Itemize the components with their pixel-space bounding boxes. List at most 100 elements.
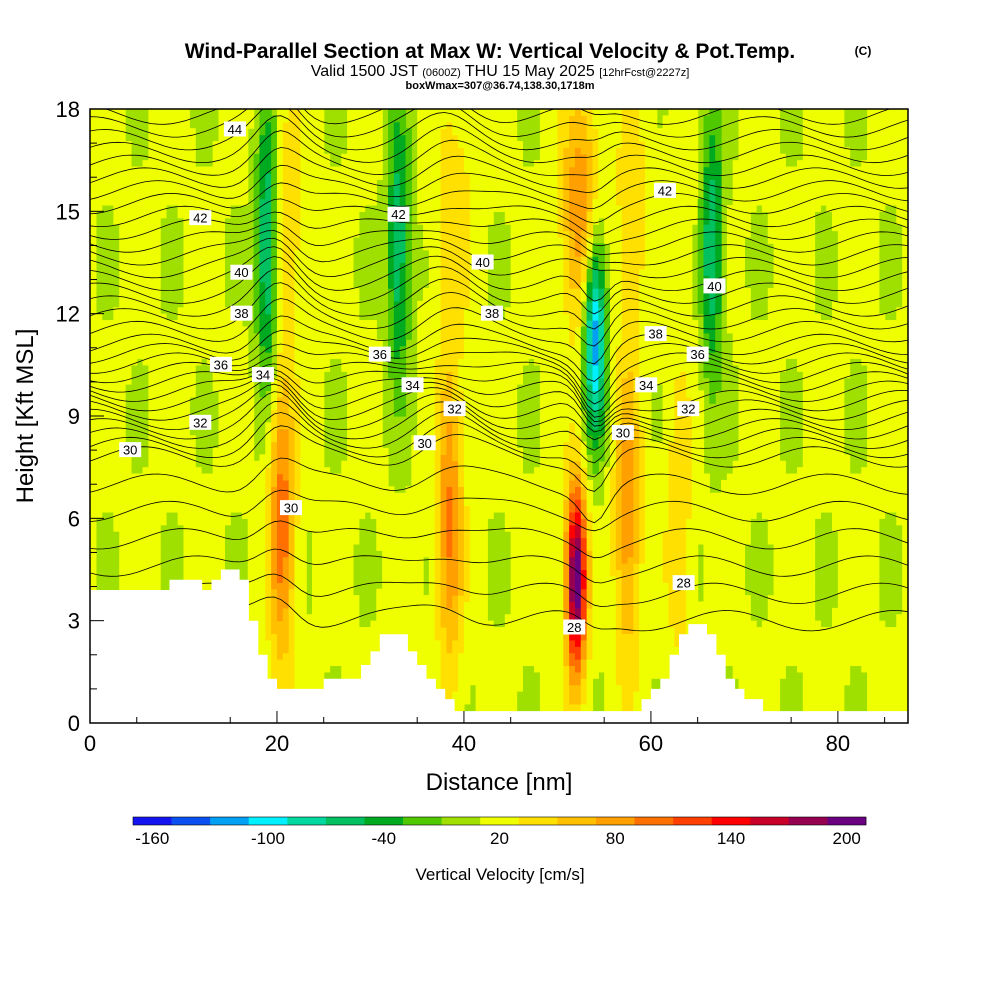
- velocity-cell: [446, 691, 453, 699]
- velocity-cell: [423, 595, 430, 603]
- velocity-cell: [288, 479, 296, 487]
- velocity-cell: [639, 486, 646, 494]
- velocity-cell: [855, 659, 862, 667]
- velocity-cell: [300, 665, 307, 673]
- velocity-cell: [662, 543, 670, 551]
- velocity-cell: [534, 505, 541, 513]
- velocity-cell: [265, 473, 272, 481]
- velocity-cell: [732, 499, 740, 507]
- velocity-cell: [247, 454, 255, 462]
- velocity-cell: [405, 639, 412, 647]
- velocity-cell: [796, 607, 804, 615]
- velocity-cell: [376, 479, 383, 487]
- velocity-cell: [253, 556, 261, 564]
- velocity-cell: [177, 467, 185, 475]
- velocity-cell: [633, 601, 640, 609]
- velocity-cell: [493, 486, 500, 494]
- velocity-cell: [574, 659, 582, 667]
- velocity-cell: [650, 524, 658, 532]
- velocity-cell: [487, 620, 494, 628]
- velocity-cell: [393, 582, 401, 590]
- velocity-cell: [732, 518, 740, 526]
- velocity-cell: [557, 467, 564, 475]
- velocity-cell: [650, 620, 658, 628]
- velocity-cell: [95, 460, 103, 468]
- velocity-cell: [738, 454, 745, 462]
- velocity-cell: [545, 620, 553, 628]
- velocity-cell: [610, 639, 617, 647]
- velocity-cell: [119, 524, 126, 532]
- velocity-cell: [697, 486, 705, 494]
- velocity-cell: [452, 665, 459, 673]
- velocity-cell: [201, 569, 208, 577]
- velocity-cell: [399, 607, 407, 615]
- velocity-cell: [276, 531, 284, 539]
- velocity-cell: [516, 646, 523, 654]
- velocity-cell: [563, 614, 570, 622]
- velocity-cell: [469, 505, 477, 513]
- velocity-cell: [440, 569, 448, 577]
- velocity-cell: [171, 499, 179, 507]
- velocity-cell: [902, 697, 908, 705]
- velocity-cell: [668, 588, 675, 596]
- velocity-cell: [312, 639, 319, 647]
- velocity-cell: [662, 582, 670, 590]
- velocity-cell: [212, 531, 220, 539]
- velocity-cell: [539, 588, 547, 596]
- velocity-cell: [440, 601, 448, 609]
- velocity-cell: [136, 473, 144, 481]
- velocity-cell: [604, 588, 611, 596]
- velocity-cell: [639, 671, 646, 679]
- velocity-cell: [709, 556, 716, 564]
- velocity-cell: [458, 563, 465, 571]
- velocity-cell: [884, 492, 892, 500]
- velocity-cell: [832, 511, 839, 519]
- velocity-cell: [370, 479, 377, 487]
- velocity-cell: [335, 492, 342, 500]
- velocity-cell: [586, 556, 594, 564]
- velocity-cell: [434, 639, 442, 647]
- velocity-cell: [510, 505, 518, 513]
- velocity-cell: [294, 671, 301, 679]
- velocity-cell: [849, 563, 857, 571]
- velocity-cell: [545, 684, 553, 692]
- velocity-cell: [621, 627, 629, 635]
- velocity-cell: [206, 550, 214, 558]
- velocity-cell: [633, 531, 640, 539]
- velocity-cell: [224, 467, 231, 475]
- velocity-cell: [458, 473, 465, 481]
- velocity-cell: [656, 620, 664, 628]
- velocity-cell: [417, 531, 424, 539]
- velocity-cell: [195, 575, 202, 583]
- velocity-cell: [276, 492, 284, 500]
- velocity-cell: [650, 614, 658, 622]
- velocity-cell: [610, 607, 617, 615]
- velocity-cell: [452, 691, 459, 699]
- velocity-cell: [586, 652, 594, 660]
- velocity-cell: [347, 479, 354, 487]
- velocity-cell: [615, 684, 623, 692]
- velocity-cell: [744, 601, 751, 609]
- velocity-cell: [352, 531, 360, 539]
- velocity-cell: [604, 486, 611, 494]
- velocity-cell: [814, 665, 821, 673]
- velocity-cell: [458, 691, 465, 699]
- velocity-cell: [574, 569, 582, 577]
- velocity-cell: [650, 575, 658, 583]
- velocity-cell: [779, 531, 786, 539]
- velocity-cell: [551, 607, 559, 615]
- velocity-cell: [738, 531, 745, 539]
- velocity-cell: [574, 582, 582, 590]
- velocity-cell: [534, 511, 541, 519]
- velocity-cell: [469, 652, 477, 660]
- velocity-cell: [849, 537, 857, 545]
- velocity-cell: [288, 556, 296, 564]
- velocity-cell: [563, 492, 570, 500]
- velocity-cell: [732, 627, 740, 635]
- velocity-cell: [493, 652, 500, 660]
- velocity-cell: [276, 582, 284, 590]
- velocity-cell: [323, 467, 331, 475]
- velocity-cell: [802, 659, 810, 667]
- velocity-cell: [487, 639, 494, 647]
- velocity-cell: [726, 588, 734, 596]
